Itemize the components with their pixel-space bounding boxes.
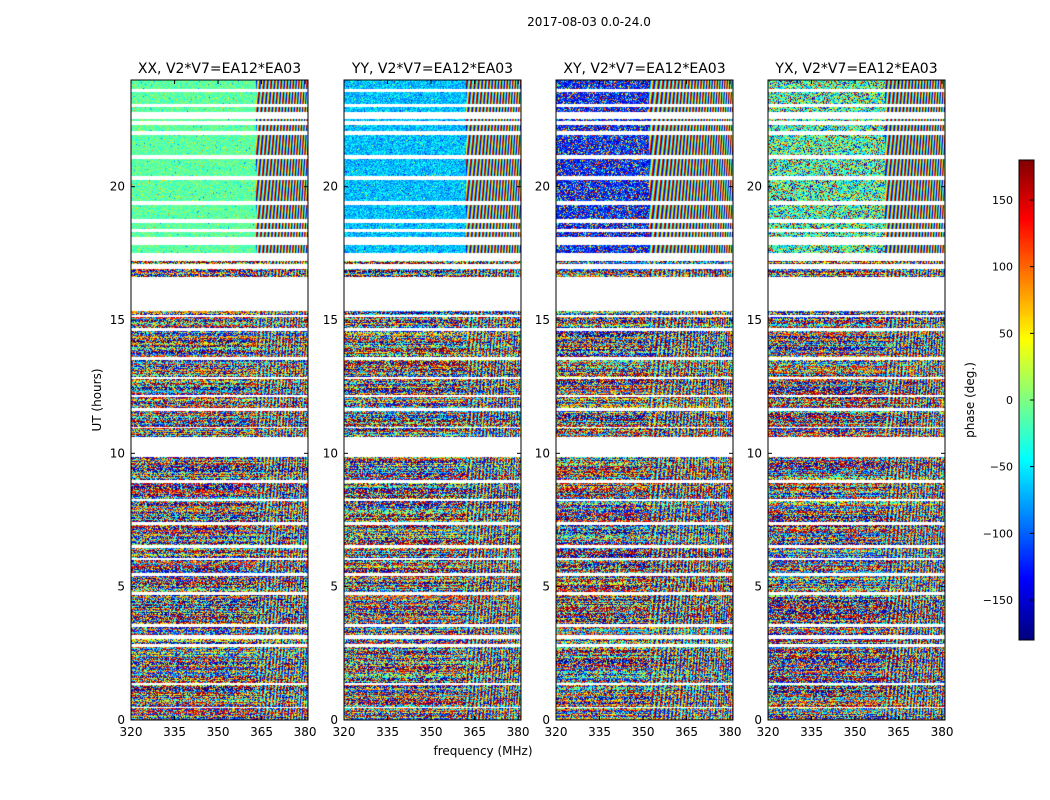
panel-4-xtick-label: 335	[800, 725, 823, 739]
panel-1-xtick-label: 320	[120, 725, 143, 739]
panel-3-ytick-label: 10	[535, 446, 550, 460]
panel-3-xtick-label: 365	[675, 725, 698, 739]
panel-1-ytick-label: 20	[110, 180, 125, 194]
panel-4-ytick-label: 10	[747, 446, 762, 460]
panel-1: XX, V2*V7=EA12*EA03 320 335 350 365 380 0 5 10 15…	[110, 61, 317, 739]
colorbar-tick-label: −100	[983, 527, 1013, 540]
panel-2-heatmap	[344, 80, 521, 720]
panel-3-ytick-label: 20	[535, 180, 550, 194]
y-axis-label: UT (hours)	[90, 368, 104, 431]
panel-1-xtick-label: 335	[163, 725, 186, 739]
panel-3: XY, V2*V7=EA12*EA03 320 335 350 365 380 0 5 10 15…	[535, 61, 742, 739]
panel-4-xtick-label: 320	[757, 725, 780, 739]
x-axis-label: frequency (MHz)	[433, 744, 532, 758]
colorbar-gradient	[1019, 160, 1034, 640]
colorbar-tick-label: 150	[992, 194, 1013, 207]
colorbar-tick-label: 0	[1006, 394, 1013, 407]
panel-1-ytick-label: 10	[110, 446, 125, 460]
panel-1-xtick-label: 365	[250, 725, 273, 739]
panel-4-xtick-label: 380	[931, 725, 954, 739]
colorbar: −150 −100 −50 0 50 100 150 phase (deg.)	[963, 159, 1035, 641]
panel-2-xtick-label: 380	[507, 725, 530, 739]
colorbar-tick-label: −50	[990, 461, 1013, 474]
panel-2-xtick-label: 365	[463, 725, 486, 739]
panel-3-frame	[555, 79, 734, 721]
panel-4: YX, V2*V7=EA12*EA03 320 335 350 365 380 0 5 10 15…	[747, 61, 954, 739]
panel-3-ytick-label: 0	[542, 713, 550, 727]
colorbar-label: phase (deg.)	[963, 362, 977, 438]
panel-4-ytick-label: 20	[747, 180, 762, 194]
colorbar-tick-label: 50	[999, 327, 1013, 340]
panel-2-ytick-label: 20	[323, 180, 338, 194]
panel-2-xtick-label: 320	[333, 725, 356, 739]
panel-4-frame	[767, 79, 946, 721]
panel-1-ytick-label: 15	[110, 313, 125, 327]
panel-3-ytick-label: 5	[542, 580, 550, 594]
panel-1-ytick-label: 0	[117, 713, 125, 727]
panel-2-xtick-label: 335	[376, 725, 399, 739]
panel-1-title: XX, V2*V7=EA12*EA03	[138, 61, 301, 77]
panel-4-xtick-label: 365	[887, 725, 910, 739]
panel-3-ytick-label: 15	[535, 313, 550, 327]
panel-4-title: YX, V2*V7=EA12*EA03	[774, 61, 937, 77]
panel-2-xtick-label: 350	[420, 725, 443, 739]
panel-2-ytick-label: 5	[330, 580, 338, 594]
panel-3-xtick-label: 320	[545, 725, 568, 739]
colorbar-tick-label: 100	[992, 261, 1013, 274]
panel-4-xtick-label: 350	[844, 725, 867, 739]
panel-2-ytick-label: 15	[323, 313, 338, 327]
panel-1-heatmap	[131, 80, 308, 720]
panels: XX, V2*V7=EA12*EA03 320 335 350 365 380 0 5 10 15…	[110, 61, 954, 739]
panel-2-title: YY, V2*V7=EA12*EA03	[351, 61, 513, 77]
panel-3-xtick-label: 380	[719, 725, 742, 739]
panel-4-ytick-label: 15	[747, 313, 762, 327]
panel-3-xtick-label: 335	[588, 725, 611, 739]
panel-2-frame	[343, 79, 522, 721]
panel-1-xtick-label: 350	[207, 725, 230, 739]
panel-4-ytick-label: 0	[754, 713, 762, 727]
panel-3-xtick-label: 350	[632, 725, 655, 739]
figure-suptitle: 2017-08-03 0.0-24.0	[527, 15, 651, 29]
panel-2-ytick-label: 10	[323, 446, 338, 460]
panel-4-heatmap	[768, 80, 945, 720]
colorbar-tick-label: −150	[983, 594, 1013, 607]
panel-2-ytick-label: 0	[330, 713, 338, 727]
panel-1-xtick-label: 380	[294, 725, 317, 739]
panel-1-ytick-label: 5	[117, 580, 125, 594]
panel-3-title: XY, V2*V7=EA12*EA03	[563, 61, 725, 77]
panel-2: YY, V2*V7=EA12*EA03 320 335 350 365 380 0 5 10 15…	[323, 61, 530, 739]
panel-4-ytick-label: 5	[754, 580, 762, 594]
panel-3-heatmap	[556, 80, 733, 720]
panel-1-frame	[130, 79, 309, 721]
